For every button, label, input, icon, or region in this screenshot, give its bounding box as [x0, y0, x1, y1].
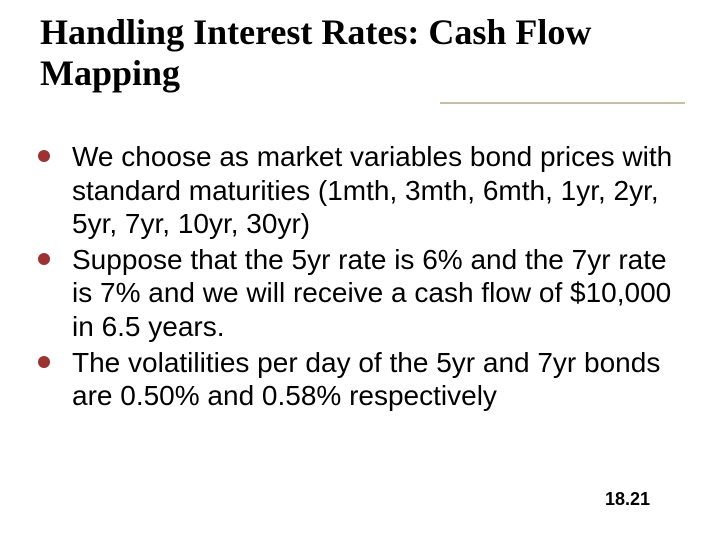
bullet-dot-icon — [38, 356, 50, 368]
list-item: We choose as market variables bond price… — [30, 140, 690, 241]
bullet-list: We choose as market variables bond price… — [30, 140, 690, 413]
page-number: 18.21 — [605, 489, 650, 510]
list-item: The volatilities per day of the 5yr and … — [30, 346, 690, 413]
slide-title: Handling Interest Rates: Cash Flow Mappi… — [40, 12, 680, 95]
title-underline — [440, 102, 685, 104]
slide: Handling Interest Rates: Cash Flow Mappi… — [0, 0, 720, 540]
body-block: We choose as market variables bond price… — [30, 140, 690, 415]
bullet-text: The volatilities per day of the 5yr and … — [72, 347, 660, 412]
bullet-text: Suppose that the 5yr rate is 6% and the … — [72, 244, 671, 342]
bullet-dot-icon — [38, 150, 50, 162]
bullet-text: We choose as market variables bond price… — [72, 141, 672, 239]
title-block: Handling Interest Rates: Cash Flow Mappi… — [40, 12, 680, 95]
bullet-dot-icon — [38, 253, 50, 265]
list-item: Suppose that the 5yr rate is 6% and the … — [30, 243, 690, 344]
